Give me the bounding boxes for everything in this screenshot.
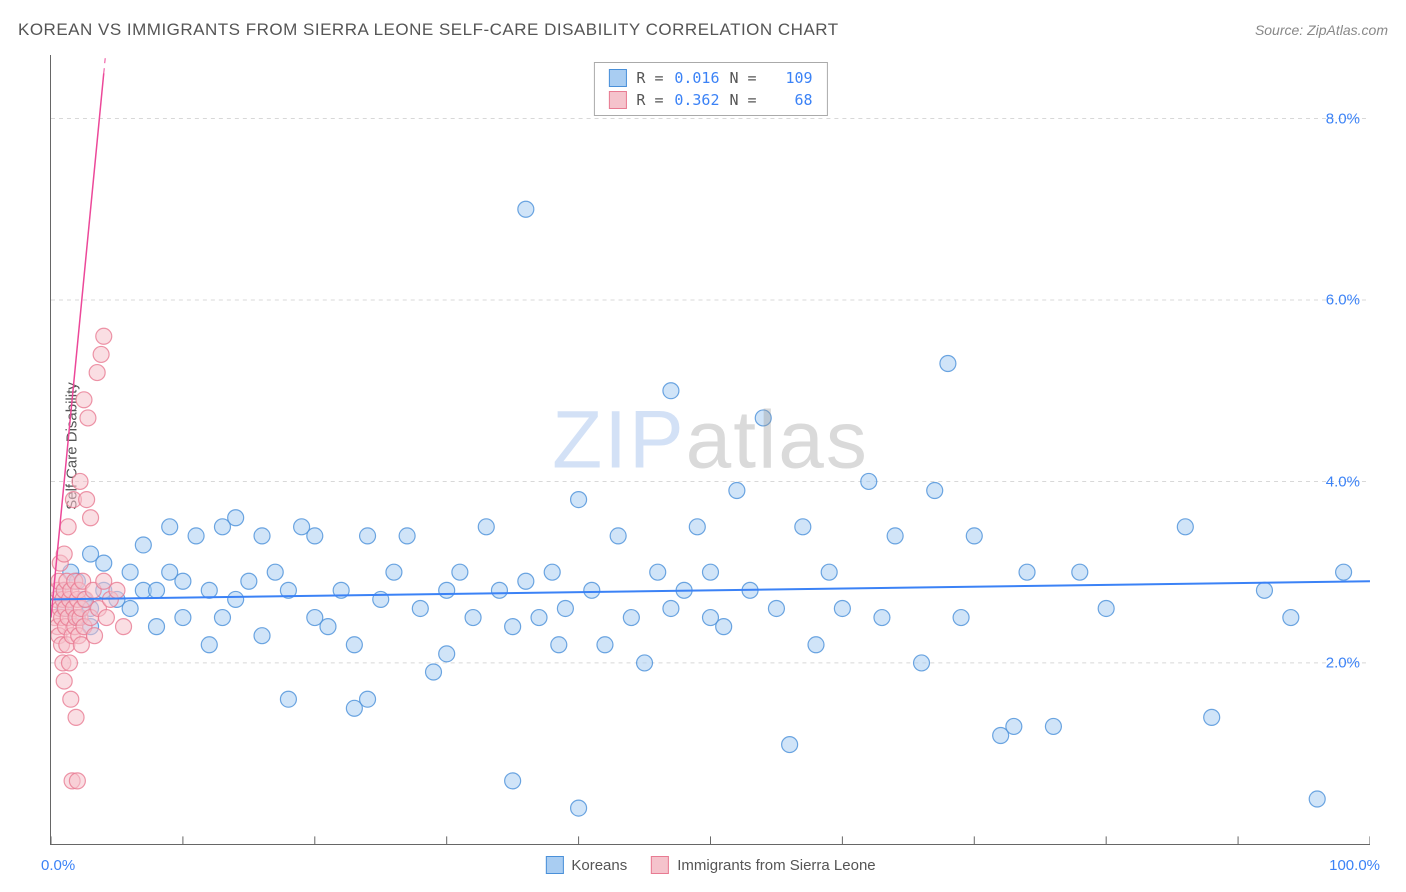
legend-swatch-koreans — [545, 856, 563, 874]
legend-r-value: 0.016 — [674, 69, 720, 87]
legend-r-label: R = — [636, 69, 663, 87]
x-axis-min-label: 0.0% — [41, 857, 75, 874]
legend-label: Immigrants from Sierra Leone — [677, 857, 875, 874]
x-axis-max-label: 100.0% — [1329, 857, 1380, 874]
legend-r-label: R = — [636, 91, 663, 109]
y-tick-label: 2.0% — [1326, 655, 1360, 672]
legend-n-value: 109 — [767, 69, 813, 87]
legend-r-value: 0.362 — [674, 91, 720, 109]
legend-label: Koreans — [571, 857, 627, 874]
legend-stats-row: R = 0.016 N = 109 — [608, 67, 812, 89]
legend-n-label: N = — [730, 69, 757, 87]
legend-stats-row: R = 0.362 N = 68 — [608, 89, 812, 111]
page-title: KOREAN VS IMMIGRANTS FROM SIERRA LEONE S… — [18, 20, 839, 40]
y-tick-label: 8.0% — [1326, 110, 1360, 127]
scatter-plot — [51, 55, 1370, 844]
legend-stats: R = 0.016 N = 109 R = 0.362 N = 68 — [593, 62, 827, 116]
legend-n-value: 68 — [767, 91, 813, 109]
legend-series: Koreans Immigrants from Sierra Leone — [545, 856, 875, 874]
legend-swatch-sierra-leone — [608, 91, 626, 109]
legend-swatch-sierra-leone — [651, 856, 669, 874]
y-tick-label: 4.0% — [1326, 473, 1360, 490]
legend-item: Koreans — [545, 856, 627, 874]
chart-area: ZIPatlas R = 0.016 N = 109 R = 0.362 N =… — [50, 55, 1370, 845]
legend-swatch-koreans — [608, 69, 626, 87]
legend-item: Immigrants from Sierra Leone — [651, 856, 875, 874]
source-credit: Source: ZipAtlas.com — [1255, 22, 1388, 38]
legend-n-label: N = — [730, 91, 757, 109]
y-tick-label: 6.0% — [1326, 292, 1360, 309]
